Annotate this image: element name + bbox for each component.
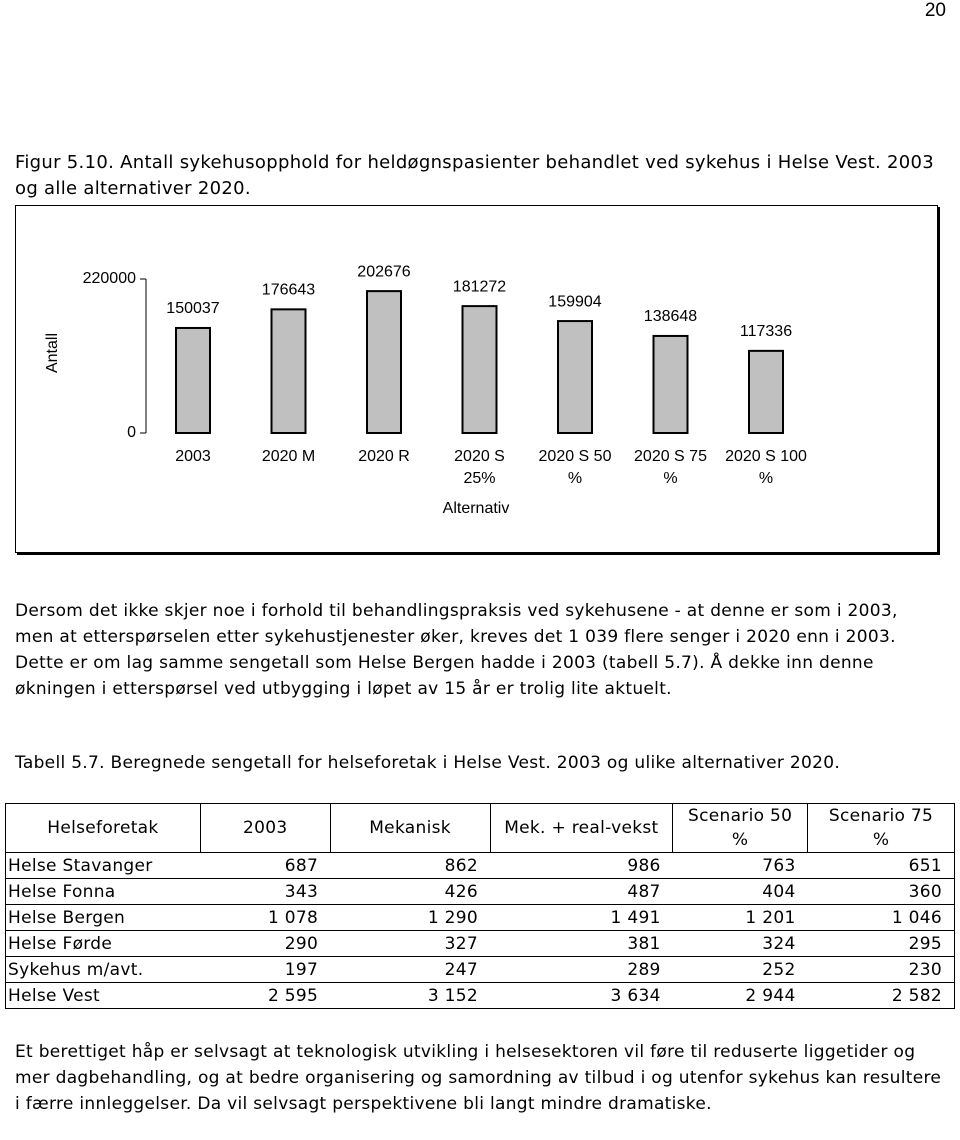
table-cell: 381: [490, 930, 673, 957]
paragraph: Et berettiget håp er selvsagt at teknolo…: [15, 1042, 942, 1114]
table-row: Sykehus m/avt. 197 247 289 252 230: [5, 956, 955, 983]
table-row: Helse Førde 290 327 381 324 295: [5, 930, 955, 957]
bar: [652, 334, 689, 434]
x-axis-title: Alternativ: [443, 500, 510, 517]
data-label: 202676: [357, 263, 410, 280]
table-cell: 197: [200, 956, 331, 983]
table: Helseforetak 2003 Mekanisk Mek. + real-veks…: [5, 803, 955, 1009]
table-cell: Helse Vest: [5, 982, 201, 1009]
table-cell: 1 290: [330, 904, 490, 931]
y-tick-label: 0: [127, 424, 136, 441]
column-header: Scenario 75 %: [807, 803, 955, 853]
paragraph: Dersom det ikke skjer noe i forhold til …: [15, 601, 898, 699]
table-cell: 360: [807, 878, 955, 905]
table-caption: Tabell 5.7. Beregnede sengetall for hels…: [15, 753, 841, 773]
bar: [557, 320, 593, 434]
bar: [270, 308, 307, 434]
table-row: Helse Fonna 343 426 487 404 360: [5, 878, 955, 905]
table-cell: 687: [200, 852, 331, 879]
data-label: 159904: [548, 293, 601, 310]
data-label: 150037: [166, 300, 219, 317]
x-tick-label: 2020 S 100 %: [725, 448, 807, 487]
table-cell: 3 152: [330, 982, 490, 1009]
x-tick-label: 2020 S 50 %: [538, 448, 612, 487]
data-label: 117336: [740, 323, 792, 340]
table-cell: 986: [490, 852, 673, 879]
table-cell: 763: [672, 852, 808, 879]
table-row: Helse Stavanger 687 862 986 763 651: [5, 852, 955, 879]
table-cell: 295: [807, 930, 955, 957]
x-tick-label: 2020 S 75 %: [634, 448, 707, 487]
x-tick-label: 2003: [175, 448, 211, 465]
table-cell: 1 201: [672, 904, 808, 931]
column-header: Mekanisk: [329, 803, 491, 853]
column-header: Scenario 50 %: [672, 803, 809, 853]
x-tick-label: 2020 S 25%: [454, 448, 505, 487]
table-cell: 252: [672, 956, 808, 983]
table-cell: 487: [490, 878, 673, 905]
data-label: 181272: [453, 278, 506, 295]
table-cell: 343: [200, 878, 331, 905]
bar: [366, 290, 402, 434]
table-cell: 3 634: [490, 982, 673, 1009]
table-cell: 2 944: [672, 982, 808, 1009]
table-row: Helse Bergen 1 078 1 290 1 491 1 201 1 046: [5, 904, 955, 931]
table-cell: Helse Stavanger: [5, 852, 201, 879]
table-row: Helse Vest 2 595 3 152 3 634 2 944 2 582: [5, 982, 955, 1009]
table-cell: 1 078: [200, 904, 331, 931]
x-tick-label: 2020 M: [261, 448, 316, 465]
table-cell: 651: [807, 852, 955, 879]
table-cell: Helse Førde: [5, 930, 201, 957]
y-axis-title: Antall: [44, 333, 61, 373]
column-header: Helseforetak: [5, 803, 201, 853]
table-cell: 862: [330, 852, 490, 879]
table-cell: 1 491: [490, 904, 673, 931]
chart: Antall Alternativ 0 220000 150037 176643 202…: [44, 263, 792, 517]
table-cell: 247: [330, 956, 490, 983]
bar: [748, 349, 784, 435]
chart-frame: Antall Alternativ 0 220000 150037 176643 202…: [15, 205, 938, 553]
column-header: Mek. + real-vekst: [489, 803, 674, 853]
x-tick-label: 2020 R: [358, 448, 410, 465]
page-number: 20: [924, 0, 946, 21]
data-label: 176643: [262, 282, 315, 299]
bar: [461, 305, 498, 434]
table-cell: Helse Fonna: [5, 878, 201, 905]
table-cell: 324: [672, 930, 808, 957]
y-tick-label: 220000: [83, 270, 136, 287]
data-label: 138648: [644, 308, 697, 325]
column-header: 2003: [199, 803, 331, 853]
table-cell: 1 046: [807, 904, 955, 931]
table-cell: 327: [330, 930, 490, 957]
table-cell: 2 595: [200, 982, 331, 1009]
table-cell: Helse Bergen: [5, 904, 201, 931]
bar: [175, 326, 211, 434]
table-cell: 426: [330, 878, 490, 905]
table-cell: 230: [807, 956, 955, 983]
table-cell: Sykehus m/avt.: [5, 956, 201, 983]
table-cell: 289: [490, 956, 673, 983]
figure-caption: Figur 5.10. Antall sykehusopphold for he…: [15, 152, 935, 199]
table-cell: 2 582: [807, 982, 955, 1009]
table-cell: 404: [672, 878, 808, 905]
table-cell: 290: [200, 930, 331, 957]
